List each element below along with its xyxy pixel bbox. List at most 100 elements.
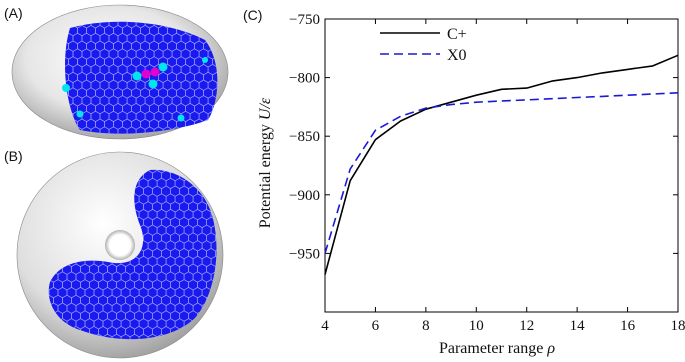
x-tick-label: 12 (519, 318, 534, 334)
hex-cell (215, 248, 217, 260)
hex-cell (207, 342, 216, 352)
hex-cell (192, 333, 203, 340)
hex-cell (215, 294, 217, 306)
x-tick-label: 8 (422, 318, 430, 334)
hex-cell (210, 302, 217, 314)
hex-cell (36, 170, 45, 180)
hex-cell (195, 10, 204, 20)
hex-cell (204, 10, 213, 20)
hex-cell (186, 10, 195, 20)
defect-cyan-marker (132, 71, 142, 81)
x-tick-label: 16 (620, 318, 636, 334)
hex-cell (60, 135, 69, 145)
hex-cell (216, 79, 218, 91)
hex-cell (171, 155, 180, 165)
hex-cell (207, 21, 218, 29)
hex-cell (197, 326, 207, 338)
hex-cell (225, 170, 234, 180)
hex-cell (215, 201, 217, 213)
hex-cell (45, 155, 54, 165)
hex-cell (201, 318, 212, 330)
x-tick-label: 18 (671, 318, 685, 334)
hex-cell (204, 135, 213, 145)
hex-cell (213, 135, 222, 145)
hex-cell (36, 155, 45, 165)
hex-cell (206, 326, 216, 338)
hex-cell (210, 177, 217, 189)
hex-cell (225, 295, 234, 305)
hex-cell (215, 310, 217, 322)
defect-cyan-marker (177, 114, 185, 122)
hex-cell (189, 155, 198, 165)
hex-cell (206, 310, 216, 322)
hex-cell (225, 217, 234, 227)
hex-cell (220, 303, 229, 313)
hex-cell (212, 103, 218, 115)
hex-cell (159, 135, 168, 145)
hex-cell (220, 334, 229, 344)
hex-cell (225, 155, 234, 165)
hex-cell (54, 155, 63, 165)
hex-cell (212, 25, 218, 37)
hex-cell (48, 169, 59, 174)
hex-cell (220, 319, 229, 329)
hex-cell (203, 118, 213, 130)
hex-cell (216, 342, 225, 352)
hex-cell (225, 342, 234, 352)
hex-cell (201, 333, 212, 340)
hex-cell (180, 342, 189, 352)
hex-cell (220, 287, 229, 297)
defect-cyan-marker (62, 84, 70, 92)
hex-cell (198, 342, 207, 352)
legend-label-x0: X0 (447, 47, 467, 64)
hex-cell (220, 163, 229, 173)
defect-cyan-marker (76, 110, 84, 118)
hex-cell (180, 126, 191, 134)
hex-cell (207, 126, 218, 134)
x-tick-label: 10 (469, 318, 484, 334)
hex-cell (225, 326, 234, 336)
hex-cell (216, 32, 218, 44)
y-axis-label: Potential energy U/ε (257, 97, 274, 228)
hex-cell (225, 186, 234, 196)
hex-cell (177, 135, 186, 145)
panel-label-c: (C) (243, 7, 263, 23)
hex-cell (198, 21, 209, 29)
defect-magenta-marker (141, 69, 151, 79)
hex-cell (220, 178, 229, 188)
panel-b-shape (16, 151, 234, 359)
defect-magenta-marker (150, 67, 160, 77)
hex-cell (216, 126, 218, 134)
hex-cell (206, 170, 216, 182)
hex-cell (54, 342, 63, 352)
hex-cell (216, 21, 218, 29)
x-tick-label: 4 (321, 318, 329, 334)
panel-a-shape (11, 4, 231, 145)
hex-cell (225, 264, 234, 274)
y-tick-label: −900 (289, 188, 320, 204)
plot-frame (324, 18, 679, 313)
hex-cell (220, 225, 229, 235)
hex-cell (222, 135, 231, 145)
hex-cell (222, 25, 231, 35)
y-tick-label: −750 (289, 12, 320, 28)
hex-cell (215, 326, 217, 338)
panel-label-b: (B) (4, 148, 23, 164)
hex-cell (201, 169, 212, 174)
hex-cell (183, 333, 194, 340)
series-layer (324, 54, 679, 275)
hex-cell (222, 119, 231, 129)
hex-cell (225, 311, 234, 321)
hex-cell (197, 170, 207, 182)
hex-cell (220, 194, 229, 204)
defect-cyan-marker (158, 62, 168, 72)
defect-cyan-marker (148, 79, 158, 89)
hex-cell (222, 103, 231, 113)
y-axis-label-symbol: U/ε (257, 97, 274, 120)
hex-cell (198, 126, 209, 134)
y-tick-label: −950 (289, 246, 320, 262)
x-tick-label: 14 (570, 318, 586, 334)
hex-cell (36, 326, 45, 336)
hex-cell (216, 155, 225, 165)
